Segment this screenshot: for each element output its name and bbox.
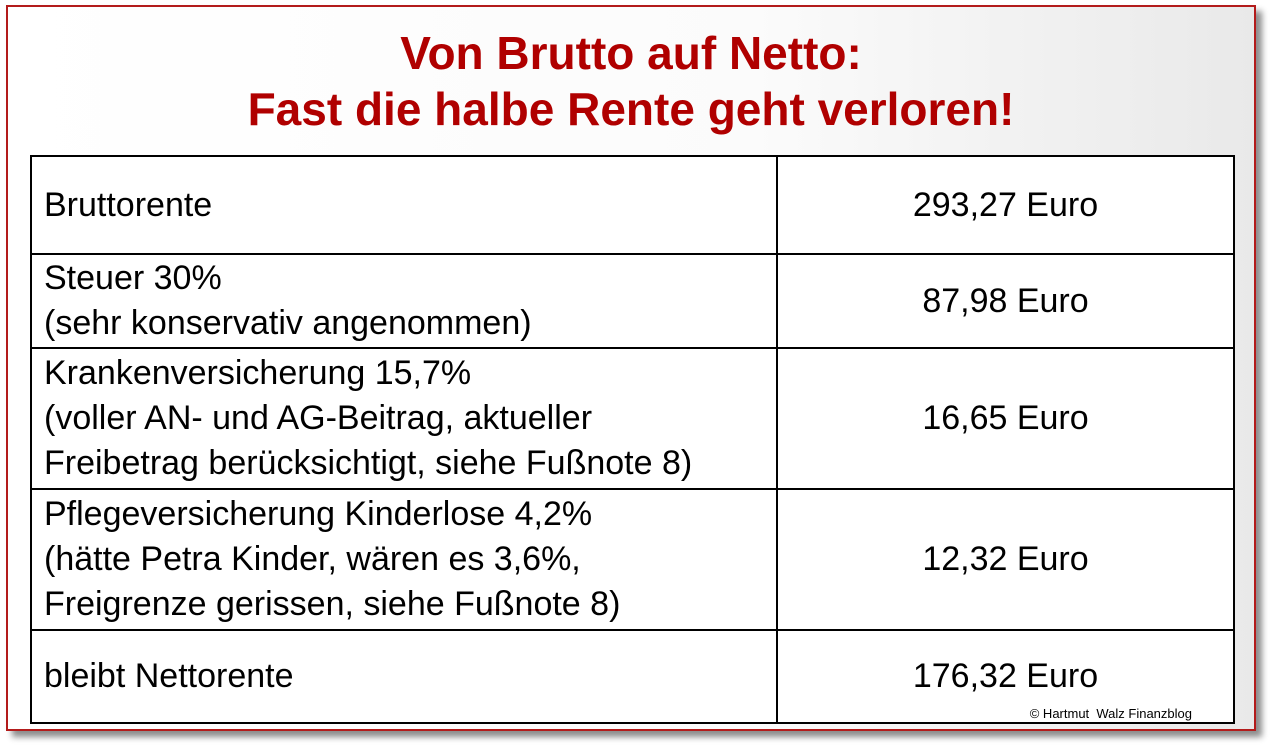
table-row-net-pension: bleibt Nettorente 176,32 Euro: [30, 629, 1235, 724]
table-row-tax: Steuer 30% (sehr konservativ angenommen)…: [30, 253, 1235, 349]
slide-frame: Von Brutto auf Netto: Fast die halbe Ren…: [6, 5, 1256, 731]
label-line: (voller AN- und AG-Beitrag, aktueller: [44, 399, 593, 437]
label-line: Freigrenze gerissen, siehe Fußnote 8): [44, 585, 621, 623]
title-line-2: Fast die halbe Rente geht verloren!: [247, 83, 1015, 135]
row-label: Steuer 30% (sehr konservativ angenommen): [30, 253, 778, 349]
row-label: Pflegeversicherung Kinderlose 4,2% (hätt…: [30, 488, 778, 631]
row-value: 87,98 Euro: [776, 253, 1235, 349]
label-line: (hätte Petra Kinder, wären es 3,6%,: [44, 540, 581, 578]
row-value: 12,32 Euro: [776, 488, 1235, 631]
title-line-1: Von Brutto auf Netto:: [400, 27, 862, 79]
row-value: 176,32 Euro: [776, 629, 1235, 724]
label-line: Bruttorente: [44, 185, 213, 224]
label-line: Freibetrag berücksichtigt, siehe Fußnote…: [44, 444, 693, 482]
label-line: bleibt Nettorente: [44, 657, 294, 695]
row-label: Bruttorente: [30, 155, 778, 255]
row-label: Krankenversicherung 15,7% (voller AN- un…: [30, 347, 778, 490]
row-label: bleibt Nettorente: [30, 629, 778, 724]
table-row-gross-pension: Bruttorente 293,27 Euro: [30, 155, 1235, 255]
pension-calculation-table: Bruttorente 293,27 Euro Steuer 30% (sehr…: [30, 155, 1235, 724]
page-title: Von Brutto auf Netto: Fast die halbe Ren…: [8, 25, 1254, 137]
label-line: Pflegeversicherung Kinderlose 4,2%: [44, 495, 593, 533]
label-line: Krankenversicherung 15,7%: [44, 354, 472, 392]
copyright-notice: © Hartmut Walz Finanzblog: [1029, 706, 1192, 721]
row-value: 16,65 Euro: [776, 347, 1235, 490]
table-row-health-insurance: Krankenversicherung 15,7% (voller AN- un…: [30, 347, 1235, 490]
label-line: (sehr konservativ angenommen): [44, 304, 532, 342]
label-line: Steuer 30%: [44, 259, 222, 297]
table-row-care-insurance: Pflegeversicherung Kinderlose 4,2% (hätt…: [30, 488, 1235, 631]
row-value: 293,27 Euro: [776, 155, 1235, 255]
